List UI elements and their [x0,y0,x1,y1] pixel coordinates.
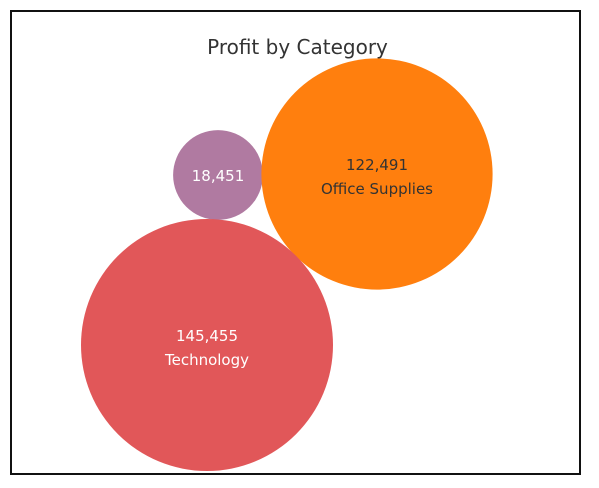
bubble-value-label-0: 18,451 [192,167,245,185]
bubble-2[interactable] [81,219,333,471]
bubble-value-label-2: 145,455 [176,327,238,345]
bubble-value-label-1: 122,491 [346,156,408,174]
bubble-category-label-1: Office Supplies [321,180,433,198]
chart-title: Profit by Category [207,35,388,59]
bubble-1[interactable] [261,58,493,290]
bubble-0[interactable] [173,130,263,220]
bubble-category-label-2: Technology [164,351,249,369]
